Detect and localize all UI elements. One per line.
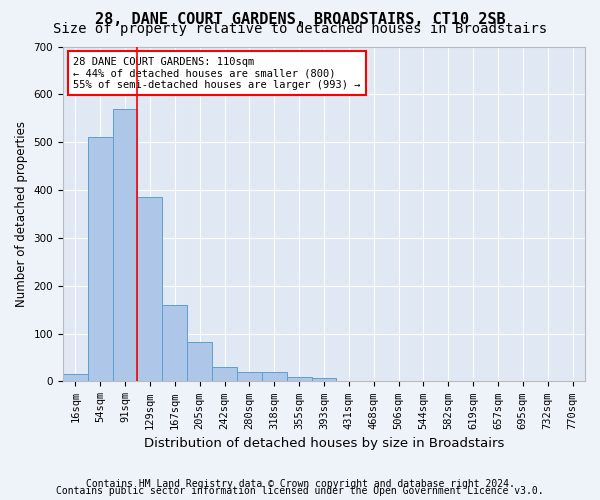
Bar bbox=[88, 138, 113, 382]
Bar bbox=[163, 305, 187, 382]
Bar bbox=[237, 372, 262, 382]
Text: Contains HM Land Registry data © Crown copyright and database right 2024.: Contains HM Land Registry data © Crown c… bbox=[86, 479, 514, 489]
Text: 28, DANE COURT GARDENS, BROADSTAIRS, CT10 2SB: 28, DANE COURT GARDENS, BROADSTAIRS, CT1… bbox=[95, 12, 505, 26]
Text: Size of property relative to detached houses in Broadstairs: Size of property relative to detached ho… bbox=[53, 22, 547, 36]
Bar bbox=[187, 342, 212, 382]
Bar bbox=[262, 372, 287, 382]
Bar bbox=[311, 378, 337, 382]
Text: 28 DANE COURT GARDENS: 110sqm
← 44% of detached houses are smaller (800)
55% of : 28 DANE COURT GARDENS: 110sqm ← 44% of d… bbox=[73, 56, 361, 90]
X-axis label: Distribution of detached houses by size in Broadstairs: Distribution of detached houses by size … bbox=[144, 437, 504, 450]
Bar bbox=[63, 374, 88, 382]
Bar bbox=[287, 376, 311, 382]
Text: Contains public sector information licensed under the Open Government Licence v3: Contains public sector information licen… bbox=[56, 486, 544, 496]
Y-axis label: Number of detached properties: Number of detached properties bbox=[15, 121, 28, 307]
Bar bbox=[212, 367, 237, 382]
Bar bbox=[113, 108, 137, 382]
Bar bbox=[137, 197, 163, 382]
